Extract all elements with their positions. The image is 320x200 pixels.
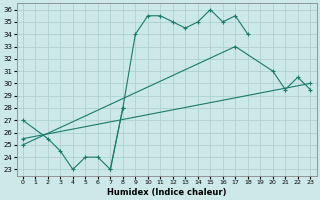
X-axis label: Humidex (Indice chaleur): Humidex (Indice chaleur)	[107, 188, 226, 197]
